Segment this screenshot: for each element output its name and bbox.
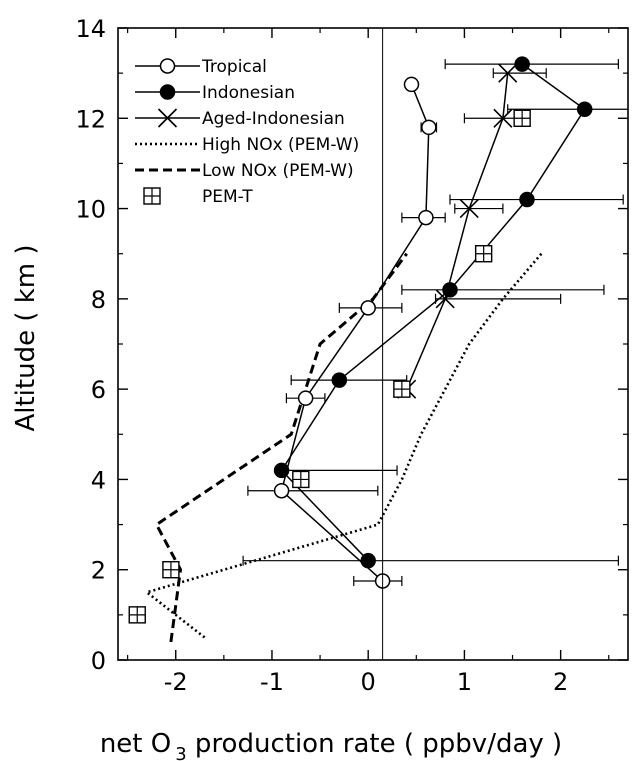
legend-marker-1 — [159, 84, 176, 100]
series-line-4 — [154, 252, 408, 643]
x-tick-label-1: -1 — [260, 668, 284, 696]
y-tick-label-7: 14 — [75, 15, 106, 43]
data-point-5-5-cross — [514, 110, 531, 127]
y-tick-label-4: 8 — [91, 286, 106, 314]
data-point-0-2 — [297, 390, 314, 406]
legend-marker-2 — [157, 108, 178, 128]
y-tick-label-1: 2 — [91, 557, 106, 585]
legend-label-2: Aged-Indonesian — [202, 109, 345, 129]
data-point-0-5 — [421, 119, 437, 136]
y-tick-label-6: 12 — [75, 105, 106, 133]
legend-label-0: Tropical — [201, 57, 267, 77]
data-point-1-6 — [514, 56, 530, 72]
x-axis-title-main: net O — [100, 729, 171, 759]
data-point-0-6 — [403, 76, 420, 93]
data-point-0-1 — [273, 482, 290, 499]
legend-marker-0 — [159, 58, 176, 74]
x-tick-label-0: -2 — [164, 668, 188, 696]
data-point-5-3-cross — [393, 381, 410, 398]
legend: Tropical Indonesian Aged-Indonesian High NO… — [135, 57, 359, 207]
legend-label-4: Low NOx (PEM-W) — [202, 161, 354, 181]
data-point-5-4-cross — [475, 245, 492, 262]
legend-label-3: High NOx (PEM-W) — [202, 135, 359, 155]
data-point-0-3 — [360, 300, 376, 316]
x-axis-title-rest: production rate ( ppbv/day ) — [187, 729, 563, 759]
data-point-5-1-cross — [162, 561, 179, 578]
y-tick-label-2: 4 — [91, 466, 106, 494]
legend-marker-5-cross — [144, 188, 160, 204]
series-markers — [128, 56, 593, 624]
x-tick-label-2: 0 — [361, 668, 376, 696]
data-point-1-5 — [576, 101, 593, 118]
data-point-1-0 — [360, 552, 376, 569]
x-tick-label-4: 2 — [553, 668, 568, 696]
data-point-1-3 — [442, 282, 458, 298]
legend-label-1: Indonesian — [202, 83, 295, 103]
data-point-0-4 — [418, 209, 434, 226]
y-tick-label-3: 6 — [91, 376, 106, 404]
x-axis-title-subscript: 3 — [175, 744, 186, 761]
data-point-5-2-cross — [292, 471, 309, 488]
data-point-2-1 — [435, 289, 455, 309]
data-point-1-1 — [273, 462, 290, 479]
x-tick-label-3: 1 — [457, 668, 472, 696]
data-point-2-2 — [459, 199, 479, 219]
y-tick-label-0: 0 — [91, 647, 106, 675]
legend-label-5: PEM-T — [202, 187, 253, 207]
data-point-2-4 — [498, 63, 518, 83]
y-axis-title: Altitude ( km ) — [11, 244, 41, 431]
data-point-1-4 — [519, 191, 535, 208]
y-tick-label-5: 10 — [75, 196, 106, 224]
data-point-2-3 — [493, 108, 513, 128]
data-point-5-0-cross — [129, 606, 146, 623]
data-point-1-2 — [331, 372, 348, 388]
